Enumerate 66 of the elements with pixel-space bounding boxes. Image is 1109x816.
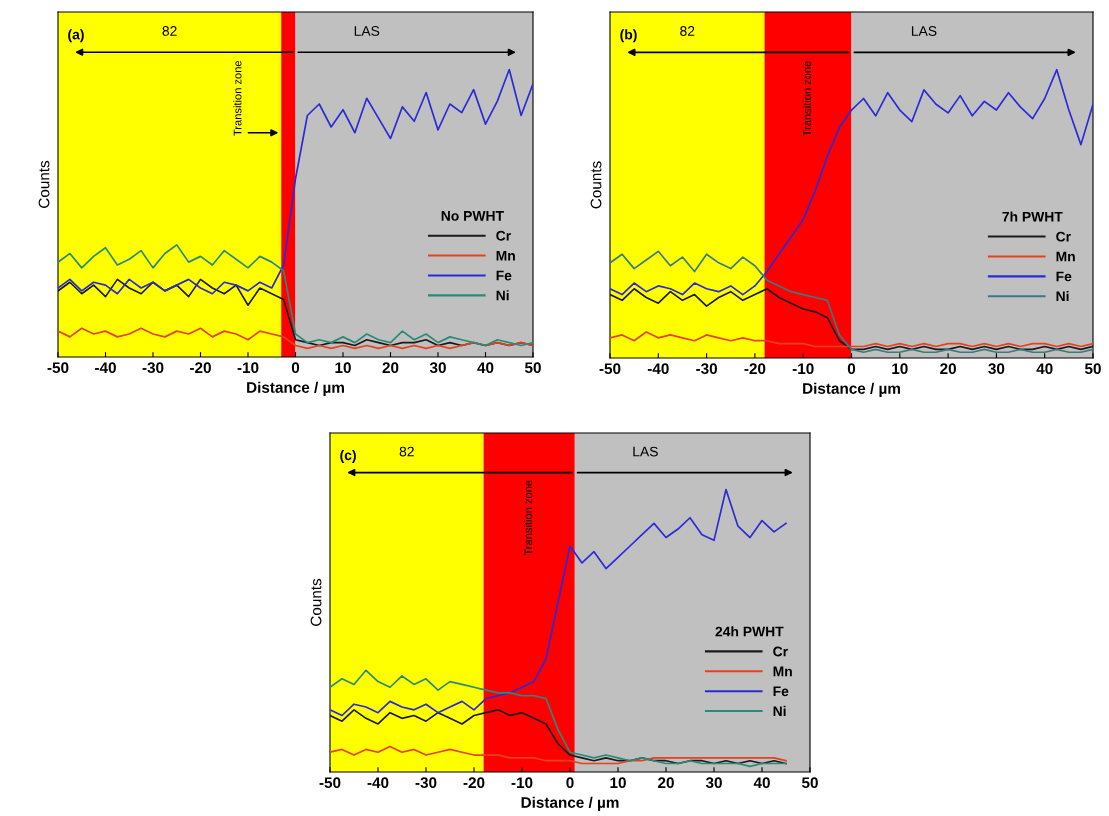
band-label: Transition zone xyxy=(233,60,242,136)
legend-label: Fe xyxy=(496,270,512,281)
x-tick-label: -20 xyxy=(463,777,485,789)
y-axis-title: Counts xyxy=(590,161,602,209)
x-tick-label: 30 xyxy=(988,363,1005,375)
x-tick-label: 10 xyxy=(335,362,351,374)
band-label: LAS xyxy=(633,446,658,457)
x-tick-label: 40 xyxy=(753,777,770,789)
x-tick-label: 50 xyxy=(1084,363,1101,375)
x-axis-title: Distance / µm xyxy=(247,381,344,396)
x-tick-label: 40 xyxy=(477,362,494,374)
x-tick-label: -50 xyxy=(599,363,621,375)
legend-label: Fe xyxy=(773,686,789,697)
x-tick-label: -50 xyxy=(47,362,69,374)
text: (b) xyxy=(620,29,637,43)
x-tick-label: -10 xyxy=(511,777,533,789)
x-tick-label: -30 xyxy=(142,362,164,374)
legend-label: Mn xyxy=(773,666,792,677)
band-label: Transition zone xyxy=(524,480,533,556)
x-tick-label: -10 xyxy=(237,362,259,374)
y-axis-title: Counts xyxy=(38,160,50,208)
x-tick-label: -40 xyxy=(647,363,669,375)
x-tick-label: -10 xyxy=(792,363,814,375)
x-tick-label: 20 xyxy=(382,362,399,374)
x-tick-label: -40 xyxy=(367,777,389,789)
x-tick-label: 50 xyxy=(524,362,541,374)
band-label: LAS xyxy=(911,26,937,36)
band-label: LAS xyxy=(354,26,380,36)
x-tick-label: -40 xyxy=(95,362,116,374)
x-tick-label: -30 xyxy=(696,363,718,375)
band-label: 82 xyxy=(162,26,177,36)
legend-label: Cr xyxy=(496,230,511,241)
legend-title: 7h PWHT xyxy=(1002,211,1063,222)
x-tick-label: 20 xyxy=(658,777,674,789)
legend-label: Cr xyxy=(1056,231,1071,242)
x-tick-label: 0 xyxy=(291,362,300,374)
x-tick-label: 0 xyxy=(566,777,574,789)
x-tick-label: -30 xyxy=(415,777,437,789)
x-axis-title: Distance / µm xyxy=(803,382,900,397)
legend-label: Mn xyxy=(1056,251,1075,262)
x-tick-label: 10 xyxy=(610,777,626,789)
legend-label: Cr xyxy=(773,646,788,657)
text: (c) xyxy=(340,449,356,463)
legend-label: Ni xyxy=(1056,291,1069,302)
x-axis-title: Distance / µm xyxy=(521,796,619,811)
legend-label: Ni xyxy=(773,705,786,716)
x-tick-label: 20 xyxy=(940,363,956,375)
legend-label: Fe xyxy=(1056,271,1072,282)
legend-title: 24h PWHT xyxy=(715,626,784,637)
y-axis-title: Counts xyxy=(310,578,322,626)
x-tick-label: -20 xyxy=(190,362,211,374)
x-tick-label: 0 xyxy=(847,363,856,375)
x-tick-label: -50 xyxy=(319,777,341,789)
x-tick-label: 40 xyxy=(1036,363,1053,375)
band-label: 82 xyxy=(680,26,695,36)
x-tick-label: 30 xyxy=(429,362,446,374)
text: (a) xyxy=(68,29,84,43)
legend-title: No PWHT xyxy=(441,211,504,221)
x-tick-label: 30 xyxy=(705,777,722,789)
legend-label: Ni xyxy=(496,290,509,301)
legend-label: Mn xyxy=(496,250,515,261)
x-tick-label: 10 xyxy=(892,363,908,375)
x-tick-label: 50 xyxy=(801,777,818,789)
x-tick-label: -20 xyxy=(744,363,766,375)
band-label: Transition zone xyxy=(802,61,812,137)
band-label: 82 xyxy=(399,446,414,457)
